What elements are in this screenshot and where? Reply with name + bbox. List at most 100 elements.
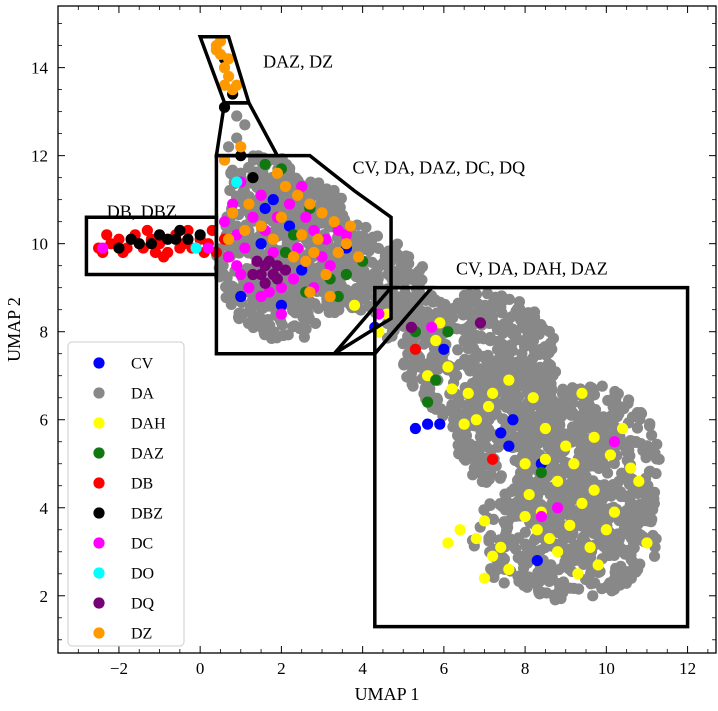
point-dah	[568, 458, 580, 470]
x-tick-label: 10	[598, 659, 615, 678]
y-tick-label: 4	[40, 499, 49, 518]
point-da	[583, 399, 596, 411]
point-da	[360, 221, 372, 234]
point-cv	[507, 414, 519, 426]
regions-layer	[84, 35, 690, 629]
point-da	[459, 334, 471, 346]
point-dah	[584, 541, 596, 553]
point-da	[450, 410, 463, 422]
point-da	[485, 378, 497, 390]
point-dah	[470, 414, 482, 426]
x-tick-label: 12	[679, 659, 696, 678]
point-dz	[287, 251, 300, 263]
point-cv	[434, 418, 446, 430]
point-da	[605, 490, 617, 502]
point-da	[431, 307, 443, 319]
point-dc	[300, 211, 312, 223]
point-dah	[527, 392, 539, 404]
point-dah	[600, 524, 612, 536]
point-dq	[271, 273, 283, 285]
x-tick-label: 0	[196, 659, 205, 678]
point-db	[487, 453, 499, 465]
point-dc	[239, 242, 251, 254]
point-da	[493, 440, 505, 452]
point-db	[409, 343, 422, 355]
legend-marker-dah	[93, 417, 105, 429]
point-dah	[551, 546, 564, 558]
point-da	[581, 422, 593, 434]
point-da	[642, 505, 654, 518]
point-da	[396, 257, 408, 269]
point-da	[546, 571, 558, 584]
point-dq	[255, 268, 267, 281]
point-dc	[324, 260, 336, 272]
point-dq	[474, 317, 487, 329]
point-da	[624, 510, 636, 522]
point-da	[284, 291, 297, 303]
point-dbz	[170, 233, 182, 245]
point-dah	[487, 387, 499, 399]
point-da	[622, 474, 634, 486]
point-da	[519, 526, 531, 538]
legend-label-dc: DC	[131, 536, 153, 553]
point-da	[468, 293, 480, 305]
point-dah	[531, 524, 543, 536]
point-da	[498, 577, 510, 589]
point-dah	[543, 532, 556, 545]
point-dc	[308, 224, 320, 237]
point-dc	[202, 242, 214, 254]
point-dah	[430, 334, 442, 347]
point-da	[516, 550, 528, 563]
legend-label-dz: DZ	[131, 626, 152, 643]
point-dz	[304, 286, 316, 298]
point-daz	[287, 229, 300, 241]
point-da	[550, 416, 562, 428]
point-dah	[519, 458, 531, 470]
point-da	[470, 459, 482, 471]
point-dah	[551, 475, 564, 487]
point-dc	[426, 321, 438, 333]
y-tick-label: 14	[31, 59, 49, 78]
point-da	[625, 532, 638, 544]
point-da	[416, 261, 429, 273]
point-dc	[243, 282, 255, 294]
point-db	[101, 229, 113, 241]
point-da	[454, 426, 466, 439]
point-dq	[405, 321, 417, 333]
point-dah	[462, 387, 474, 399]
point-da	[350, 270, 362, 283]
point-da	[300, 323, 312, 335]
point-da	[497, 552, 509, 564]
point-da	[628, 542, 640, 554]
x-axis-label: UMAP 1	[355, 684, 420, 704]
legend-marker-daz	[93, 447, 105, 459]
point-dc	[275, 308, 287, 320]
point-cv	[259, 202, 271, 215]
point-da	[390, 298, 402, 310]
point-da	[222, 141, 235, 153]
point-da	[421, 333, 433, 345]
point-dah	[641, 537, 653, 549]
point-dah	[592, 559, 604, 571]
point-da	[540, 349, 552, 361]
point-da	[497, 294, 510, 306]
point-dz	[332, 246, 344, 259]
point-dah	[442, 361, 454, 373]
point-dz	[304, 198, 316, 210]
point-dah	[495, 541, 507, 553]
point-da	[230, 220, 243, 232]
point-do	[190, 242, 202, 254]
point-da	[562, 560, 574, 572]
point-cv	[235, 290, 247, 303]
point-dah	[470, 532, 482, 545]
x-tick-label: 2	[277, 659, 286, 678]
point-da	[644, 418, 656, 430]
point-da	[542, 402, 554, 414]
point-da	[483, 473, 495, 485]
point-da	[576, 434, 588, 446]
ticks-layer: −2 0 2 4 6 8 10 12 2 4 6 8 10 12 14	[31, 6, 716, 678]
point-dbz	[145, 238, 158, 250]
point-dah	[458, 418, 470, 430]
point-da	[231, 110, 243, 122]
point-dbz	[113, 242, 125, 254]
